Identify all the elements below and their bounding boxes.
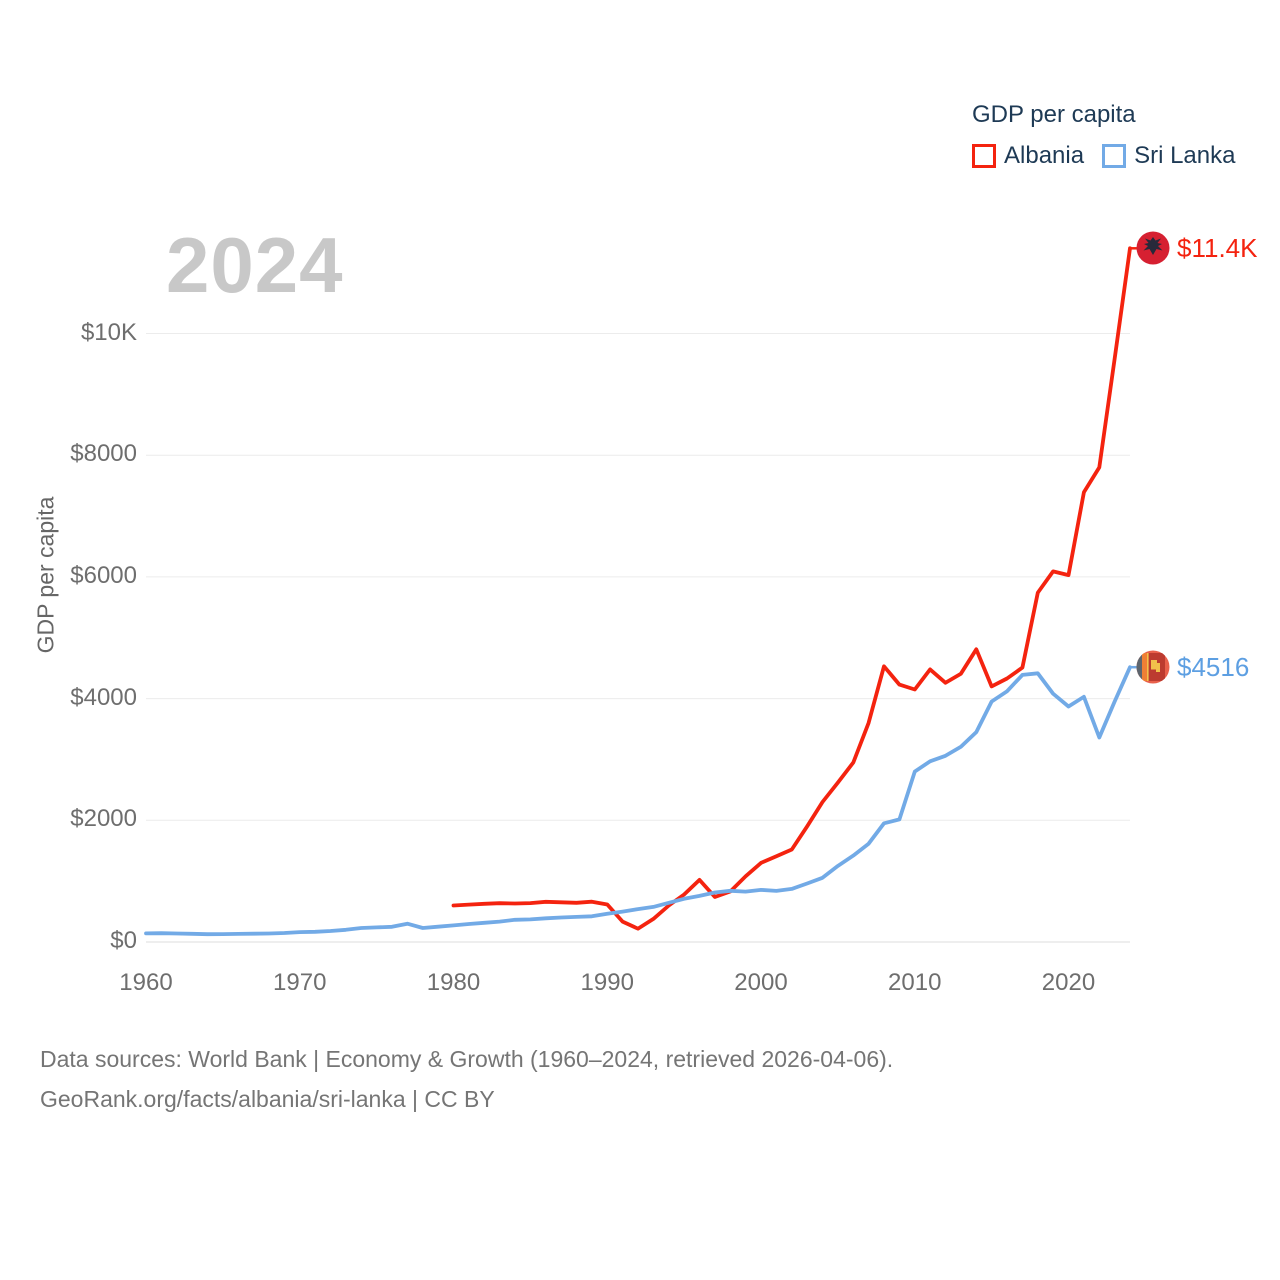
x-axis-tick-label: 1970 — [273, 969, 327, 996]
legend-title: GDP per capita — [972, 101, 1136, 128]
sri-lanka-end-value-label: $4516 — [1136, 650, 1249, 684]
y-axis-tick-label: $0 — [110, 926, 137, 954]
footer-attribution-link: GeoRank.org/facts/albania/sri-lanka | CC… — [40, 1086, 495, 1112]
x-axis-tick-label: 2010 — [888, 969, 942, 996]
y-axis-tick-label: $10K — [80, 318, 137, 346]
y-axis-tick-label: $2000 — [70, 805, 137, 833]
albania-end-value-text: $11.4K — [1177, 233, 1258, 264]
albania-end-value-label: $11.4K — [1136, 231, 1257, 265]
albania-line[interactable] — [451, 246, 1132, 931]
chart-legend: GDP per capita Albania Sri Lanka — [972, 101, 1235, 170]
y-axis-tick-label: $8000 — [70, 440, 137, 468]
legend-label-albania: Albania — [1004, 142, 1085, 169]
legend-row: Albania Sri Lanka — [972, 142, 1235, 170]
legend-item-albania[interactable]: Albania — [972, 142, 1084, 170]
year-watermark: 2024 — [166, 221, 344, 309]
sri-lanka-color-swatch — [1102, 144, 1127, 168]
y-axis-tick-label: $6000 — [70, 561, 137, 589]
x-axis-tick-label: 2000 — [734, 969, 788, 996]
albania-color-swatch — [972, 144, 996, 168]
footer-data-sources: Data sources: World Bank | Economy & Gro… — [40, 1046, 894, 1072]
legend-label-sri-lanka: Sri Lanka — [1134, 142, 1236, 169]
legend-item-sri-lanka[interactable]: Sri Lanka — [1102, 142, 1235, 170]
albania-flag-icon — [1136, 231, 1170, 265]
sri-lanka-end-value-text: $4516 — [1177, 652, 1250, 683]
x-axis-tick-label: 1980 — [426, 969, 481, 996]
sri-lanka-flag-icon — [1136, 650, 1170, 684]
y-axis-tick-label: $4000 — [70, 683, 137, 711]
sri-lanka-line[interactable] — [144, 665, 1132, 937]
x-axis-tick-label: 1990 — [580, 969, 634, 996]
x-axis-tick-label: 2020 — [1041, 969, 1096, 996]
x-axis-tick-label: 1960 — [119, 969, 173, 996]
